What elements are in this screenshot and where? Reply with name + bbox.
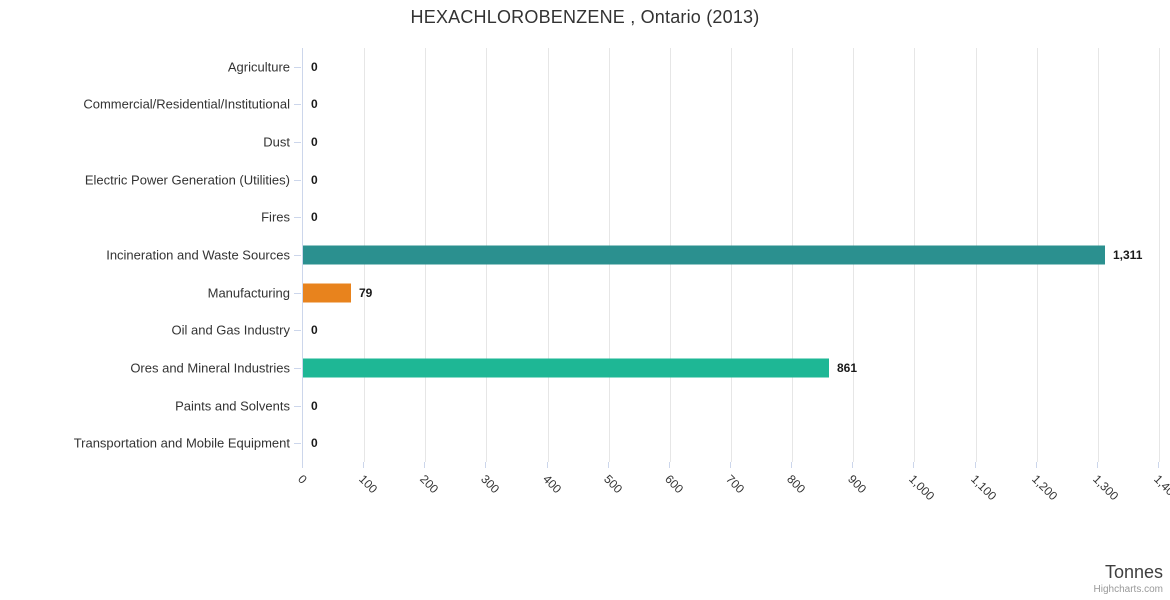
x-axis-title: Tonnes bbox=[1104, 562, 1163, 582]
x-axis-label: 300 bbox=[478, 472, 503, 497]
y-axis-tickmark bbox=[294, 443, 301, 444]
value-label: 0 bbox=[311, 172, 318, 187]
x-axis-tickmark bbox=[669, 462, 670, 468]
x-axis-tickmark bbox=[302, 462, 303, 468]
y-axis-tickmark bbox=[294, 406, 301, 407]
value-label: 79 bbox=[359, 285, 373, 300]
value-label: 0 bbox=[311, 210, 318, 225]
category-label: Paints and Solvents bbox=[175, 398, 290, 414]
gridline bbox=[1159, 48, 1160, 462]
x-axis-tickmark bbox=[608, 462, 609, 468]
y-axis-tickmark bbox=[294, 330, 301, 331]
category-label: Electric Power Generation (Utilities) bbox=[84, 172, 290, 188]
x-axis-tickmark bbox=[913, 462, 914, 468]
y-axis-tickmark bbox=[294, 104, 301, 105]
value-label: 0 bbox=[311, 398, 318, 413]
x-axis-label: 0 bbox=[295, 472, 310, 487]
category-label: Fires bbox=[261, 209, 290, 225]
x-axis-label: 1,100 bbox=[968, 472, 1000, 504]
chart-title: HEXACHLOROBENZENE , Ontario (2013) bbox=[410, 7, 760, 27]
bar-manufacturing[interactable] bbox=[303, 283, 351, 303]
y-axis-tickmark bbox=[294, 368, 301, 369]
x-axis-tickmark bbox=[975, 462, 976, 468]
y-axis-tickmark bbox=[294, 67, 301, 68]
value-label: 0 bbox=[311, 135, 318, 150]
x-axis-tickmark bbox=[852, 462, 853, 468]
x-axis-label: 100 bbox=[356, 472, 381, 497]
value-label: 0 bbox=[311, 323, 318, 338]
x-axis-label: 900 bbox=[845, 472, 870, 497]
x-axis-label: 1,300 bbox=[1090, 472, 1122, 504]
bar-incineration-and-waste-sources[interactable] bbox=[303, 245, 1105, 265]
x-axis-label: 600 bbox=[662, 472, 687, 497]
y-axis-tickmark bbox=[294, 217, 301, 218]
y-axis-tickmark bbox=[294, 142, 301, 143]
x-axis-label: 200 bbox=[417, 472, 442, 497]
x-axis-tickmark bbox=[363, 462, 364, 468]
category-label: Agriculture bbox=[227, 59, 290, 75]
x-axis-label: 700 bbox=[723, 472, 748, 497]
x-axis-tickmark bbox=[485, 462, 486, 468]
y-axis-tickmark bbox=[294, 293, 301, 294]
bar-ores-and-mineral-industries[interactable] bbox=[303, 358, 829, 378]
category-label: Ores and Mineral Industries bbox=[130, 360, 290, 376]
x-axis-tickmark bbox=[547, 462, 548, 468]
x-axis-label: 500 bbox=[601, 472, 626, 497]
category-label: Dust bbox=[263, 134, 290, 150]
category-label: Manufacturing bbox=[207, 285, 290, 301]
category-label: Transportation and Mobile Equipment bbox=[73, 435, 290, 451]
x-axis-label: 1,400 bbox=[1151, 472, 1170, 504]
x-axis-tickmark bbox=[1036, 462, 1037, 468]
value-label: 861 bbox=[837, 360, 858, 375]
x-axis-tickmark bbox=[424, 462, 425, 468]
x-axis-label: 1,200 bbox=[1029, 472, 1061, 504]
x-axis-label: 400 bbox=[540, 472, 565, 497]
category-label: Oil and Gas Industry bbox=[171, 322, 291, 338]
x-axis-label: 800 bbox=[784, 472, 809, 497]
category-label: Commercial/Residential/Institutional bbox=[83, 96, 290, 112]
y-axis-tickmark bbox=[294, 180, 301, 181]
x-axis-tickmark bbox=[730, 462, 731, 468]
highcharts-credit-link[interactable]: Highcharts.com bbox=[1093, 584, 1163, 595]
value-label: 0 bbox=[311, 59, 318, 74]
x-axis-tickmark bbox=[791, 462, 792, 468]
value-label: 1,311 bbox=[1113, 248, 1143, 262]
x-axis-tickmark bbox=[1158, 462, 1159, 468]
value-label: 0 bbox=[311, 436, 318, 451]
category-label: Incineration and Waste Sources bbox=[106, 247, 290, 263]
value-label: 0 bbox=[311, 97, 318, 112]
x-axis-label: 1,000 bbox=[906, 472, 938, 504]
x-axis-tickmark bbox=[1097, 462, 1098, 468]
y-axis-tickmark bbox=[294, 255, 301, 256]
